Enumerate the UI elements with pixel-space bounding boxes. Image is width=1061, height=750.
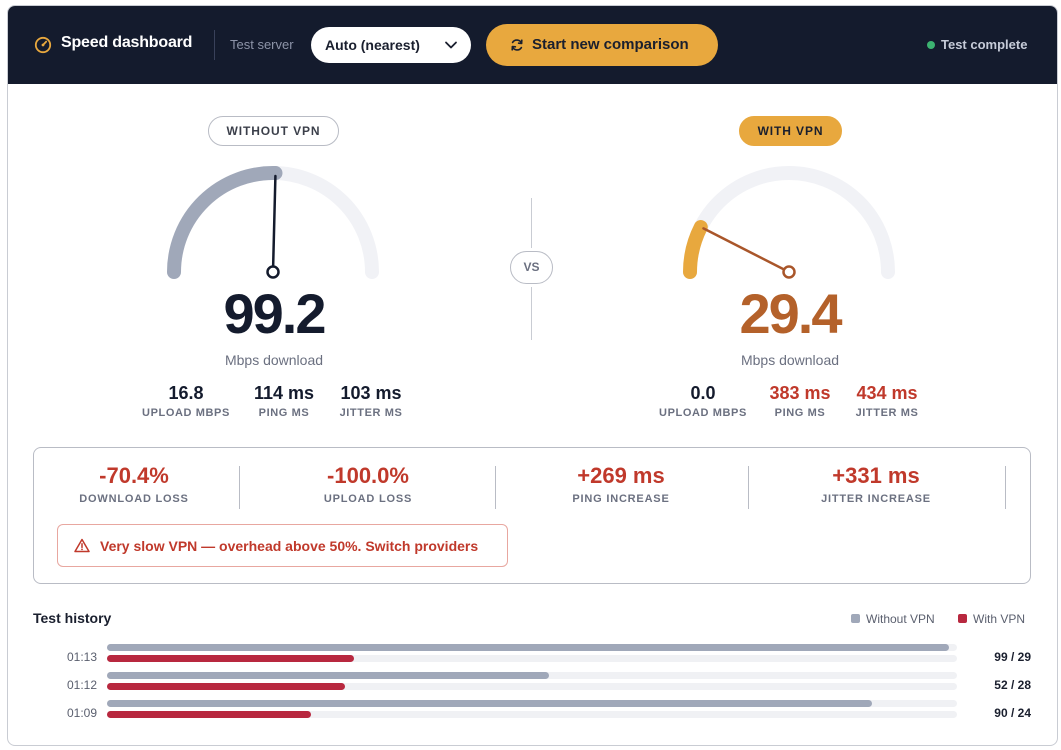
- history-bar-with-vpn: [107, 683, 345, 690]
- without-vpn-badge: WITHOUT VPN: [208, 116, 339, 146]
- history-row-time: 01:13: [66, 650, 97, 664]
- with-vpn-jitter-label: JITTER MS: [855, 407, 919, 419]
- history-track-with-vpn: [107, 655, 957, 662]
- without-vpn-ping-stat: 114 ms PING MS: [234, 382, 334, 419]
- top-bar: Speed dashboard Test server Auto (neares…: [8, 6, 1057, 84]
- history-track-with-vpn: [107, 683, 957, 690]
- history-row-time: 01:09: [66, 706, 97, 720]
- ping-increase-label: PING INCREASE: [572, 493, 670, 505]
- test-server-label: Test server: [230, 37, 294, 52]
- without-vpn-jitter-stat: 103 ms JITTER MS: [321, 382, 421, 419]
- with-vpn-gauge-needle: [702, 227, 791, 274]
- history-bar-with-vpn: [107, 655, 354, 662]
- legend-with-vpn: With VPN: [958, 612, 1025, 626]
- with-vpn-gauge: [683, 166, 895, 279]
- with-vpn-download-unit: Mbps download: [740, 352, 840, 368]
- history-row: 01:09 90 / 24: [8, 700, 1057, 724]
- with-vpn-ping-label: PING MS: [774, 407, 826, 419]
- legend-swatch-with-vpn: [958, 614, 967, 623]
- download-loss-value: -70.4%: [99, 463, 169, 488]
- with-vpn-badge: WITH VPN: [739, 116, 842, 146]
- with-vpn-jitter-stat: 434 ms JITTER MS: [837, 382, 937, 419]
- without-vpn-upload-value: 16.8: [168, 383, 204, 403]
- history-row: 01:13 99 / 29: [8, 644, 1057, 668]
- with-vpn-ping-value: 383 ms: [769, 383, 831, 403]
- comparison-panel: -70.4% DOWNLOAD LOSS -100.0% UPLOAD LOSS…: [33, 447, 1031, 584]
- with-vpn-gauge-fill: [683, 220, 708, 279]
- history-row-time: 01:12: [66, 678, 97, 692]
- history-row-score: 90 / 24: [994, 706, 1031, 720]
- panel-separator: [239, 466, 240, 509]
- with-vpn-gauge-track: [683, 166, 895, 279]
- upload-loss-stat: -100.0% UPLOAD LOSS: [268, 462, 468, 505]
- ping-increase-value: +269 ms: [577, 463, 665, 488]
- vs-badge: VS: [510, 251, 553, 284]
- start-new-comparison-button[interactable]: Start new comparison: [486, 24, 718, 66]
- legend-swatch-without-vpn: [851, 614, 860, 623]
- without-vpn-upload-label: UPLOAD MBPS: [142, 407, 230, 419]
- jitter-increase-value: +331 ms: [832, 463, 920, 488]
- history-bar-without-vpn: [107, 672, 549, 679]
- status-text: Test complete: [941, 37, 1028, 52]
- history-track-without-vpn: [107, 700, 957, 707]
- with-vpn-upload-stat: 0.0 UPLOAD MBPS: [653, 382, 753, 419]
- panel-separator: [748, 466, 749, 509]
- header-divider: [214, 30, 215, 60]
- without-vpn-gauge-hub: [266, 265, 280, 279]
- jitter-increase-stat: +331 ms JITTER INCREASE: [776, 462, 976, 505]
- with-vpn-jitter-value: 434 ms: [856, 383, 918, 403]
- history-bar-with-vpn: [107, 711, 311, 718]
- warning-text: Very slow VPN — overhead above 50%. Swit…: [100, 538, 479, 554]
- with-vpn-download-value: 29.4: [739, 282, 843, 345]
- warning-triangle-icon: [74, 538, 90, 553]
- vs-divider-bottom: [531, 287, 532, 340]
- without-vpn-gauge-fill: [167, 166, 283, 279]
- history-bar-without-vpn: [107, 644, 949, 651]
- history-track-with-vpn: [107, 711, 957, 718]
- refresh-icon: [511, 39, 523, 51]
- test-server-select[interactable]: Auto (nearest): [311, 27, 471, 63]
- start-new-comparison-label: Start new comparison: [532, 36, 689, 53]
- panel-separator: [1005, 466, 1006, 509]
- chevron-down-icon: [445, 41, 457, 49]
- history-bar-without-vpn: [107, 700, 872, 707]
- test-server-value: Auto (nearest): [325, 37, 420, 53]
- with-vpn-gauge-hub: [782, 265, 796, 279]
- history-track-without-vpn: [107, 644, 957, 651]
- without-vpn-upload-stat: 16.8 UPLOAD MBPS: [136, 382, 236, 419]
- legend-with-vpn-label: With VPN: [973, 612, 1026, 626]
- upload-loss-label: UPLOAD LOSS: [323, 493, 413, 505]
- legend-without-vpn-label: Without VPN: [866, 612, 935, 626]
- history-row-score: 52 / 28: [994, 678, 1031, 692]
- panel-separator: [495, 466, 496, 509]
- without-vpn-gauge-needle: [271, 174, 277, 274]
- without-vpn-jitter-label: JITTER MS: [339, 407, 403, 419]
- speedometer-icon: [34, 36, 52, 54]
- vs-divider-top: [531, 198, 532, 248]
- without-vpn-ping-label: PING MS: [258, 407, 310, 419]
- without-vpn-jitter-value: 103 ms: [340, 383, 402, 403]
- without-vpn-gauge: [167, 166, 379, 279]
- without-vpn-download-unit: Mbps download: [224, 352, 324, 368]
- slow-vpn-warning: Very slow VPN — overhead above 50%. Swit…: [57, 524, 508, 567]
- download-loss-label: DOWNLOAD LOSS: [79, 493, 189, 505]
- legend-without-vpn: Without VPN: [851, 612, 935, 626]
- with-vpn-ping-stat: 383 ms PING MS: [750, 382, 850, 419]
- ping-increase-stat: +269 ms PING INCREASE: [521, 462, 721, 505]
- download-loss-stat: -70.4% DOWNLOAD LOSS: [34, 462, 234, 505]
- upload-loss-value: -100.0%: [327, 463, 409, 488]
- without-vpn-download-value: 99.2: [223, 282, 327, 345]
- dashboard-window: Speed dashboard Test server Auto (neares…: [7, 5, 1058, 746]
- with-vpn-upload-value: 0.0: [690, 383, 716, 403]
- status-dot: [927, 41, 935, 49]
- with-vpn-upload-label: UPLOAD MBPS: [659, 407, 747, 419]
- history-row-score: 99 / 29: [994, 650, 1031, 664]
- history-track-without-vpn: [107, 672, 957, 679]
- jitter-increase-label: JITTER INCREASE: [821, 493, 931, 505]
- test-history-title: Test history: [33, 610, 112, 626]
- history-row: 01:12 52 / 28: [8, 672, 1057, 696]
- without-vpn-ping-value: 114 ms: [253, 383, 315, 403]
- app-title: Speed dashboard: [61, 34, 193, 51]
